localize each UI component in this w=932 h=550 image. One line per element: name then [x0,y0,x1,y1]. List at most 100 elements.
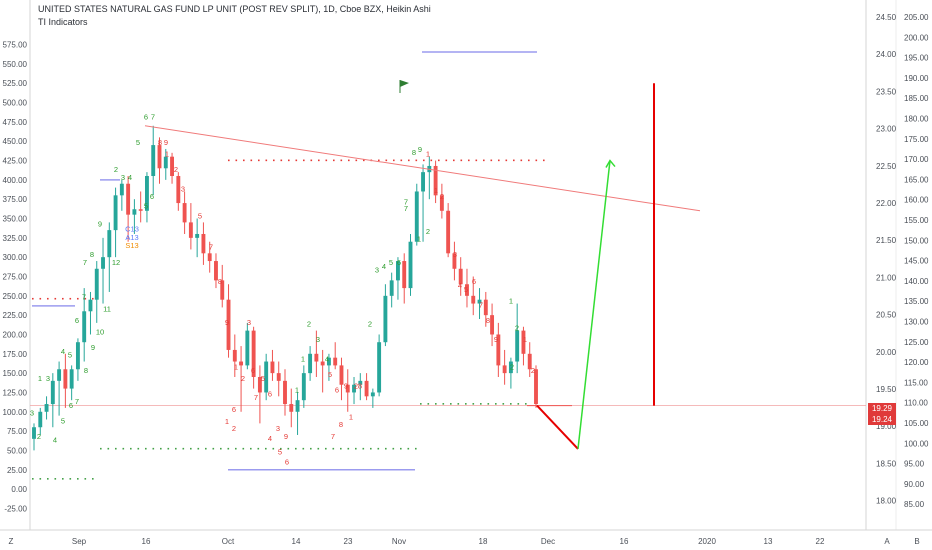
resistance-dot [288,159,290,162]
candle-body [295,400,300,412]
right-a-tick-label: 20.50 [876,311,897,320]
resistance-dot [535,159,538,162]
candle-body [471,295,476,304]
sequence-label: 1 [295,385,299,394]
support-dot [487,403,490,405]
indicators-label[interactable]: TI Indicators [38,17,88,27]
candle-body [276,373,281,381]
left-tick-label: 550.00 [3,60,28,69]
left-tick-label: 100.00 [3,408,28,417]
sequence-label: 1 [417,235,421,244]
sequence-label: 9 [344,382,348,391]
support-dot [235,447,237,450]
sequence-label: 2 [354,382,358,391]
candle-body [283,380,287,405]
candle-body [214,261,218,281]
candle-body [408,241,413,289]
right-b-tick-label: 200.00 [904,33,929,42]
zoom-button[interactable]: Z [8,537,14,546]
left-tick-label: 250.00 [3,292,28,301]
support-dot [62,478,64,480]
support-dot [197,447,200,450]
resistance-dot [528,159,530,162]
candle-body [527,353,532,370]
resistance-dot [32,297,34,300]
resistance-dot [393,159,395,162]
drawings[interactable] [144,83,701,450]
candle-body [119,183,124,196]
sequence-label: 2 [426,227,430,236]
candle-body [57,369,62,381]
sequence-label: 2 [510,362,514,371]
time-tick-label: 2020 [698,537,716,546]
support-dot [370,447,372,450]
candle-body [458,268,463,285]
candle-body [421,172,425,192]
time-tick-label: Oct [222,537,235,546]
candle-body [414,191,419,242]
support-dot [190,447,192,450]
candle-body [270,361,275,374]
sequence-label: 5 [68,351,72,360]
sequence-label: 1 [523,335,527,344]
resistance-dot [430,159,433,162]
right-axis-a-ticks: 24.50 24.00 23.50 23.00 22.50 22.00 21.50 21.00… [876,13,897,506]
sequence-label: 8 [339,420,343,429]
sequence-label: 5 [464,285,468,294]
support-dot [355,447,357,450]
right-b-tick-label: 125.00 [904,338,929,347]
left-tick-label: 450.00 [3,137,28,146]
candle-body [82,311,87,343]
trendline [144,125,701,212]
resistance-dot [378,159,380,162]
support-dot [480,403,482,405]
resistance-dot [505,159,508,162]
right-b-tick-label: 100.00 [904,439,929,448]
sequence-label: 3 [453,250,457,259]
resistance-dot [490,159,493,162]
right-b-tick-label: 190.00 [904,74,929,83]
right-b-tick-label: 105.00 [904,419,929,428]
candle-body [107,230,112,258]
sequence-label: 6 [69,401,73,410]
resistance-dot [400,159,403,162]
support-dot [250,447,252,450]
sequence-label: 2 [241,374,245,383]
support-dot [517,403,520,405]
sequence-label: 8 [84,366,88,375]
candle-body [370,392,375,397]
candle-body [232,349,237,362]
support-dot [420,403,422,405]
sequence-label: 5 [389,258,393,267]
resistance-dot [498,159,500,162]
sequence-label: 2 [37,432,41,441]
candle-body [182,203,187,223]
auto-scale-button[interactable]: A [884,537,890,546]
left-tick-label: 50.00 [7,446,28,455]
left-tick-label: 400.00 [3,176,28,185]
sequence-label: 7 [83,258,87,267]
sequence-label: 2 [440,192,444,201]
sequence-label: 9 [98,219,102,228]
resistance-dot [228,159,230,162]
support-dot [472,403,475,405]
log-scale-button[interactable]: B [914,537,920,546]
candle-body [63,369,68,389]
sequence-label: 4 [53,436,57,445]
support-dot [167,447,170,450]
candle-body [320,361,325,366]
support-dot [265,447,267,450]
projection-down-line [536,404,579,450]
sequence-label: 5 [136,138,140,147]
sequence-label: 9 [164,138,168,147]
support-dot [77,478,79,480]
sequence-label: A13 [125,233,138,242]
resistance-dot [355,159,358,162]
sequence-label: 5 [261,374,265,383]
sequence-label: 9 [494,335,498,344]
sequence-label: 1 [349,413,353,422]
left-tick-label: 375.00 [3,195,28,204]
time-tick-label: Nov [392,537,406,546]
